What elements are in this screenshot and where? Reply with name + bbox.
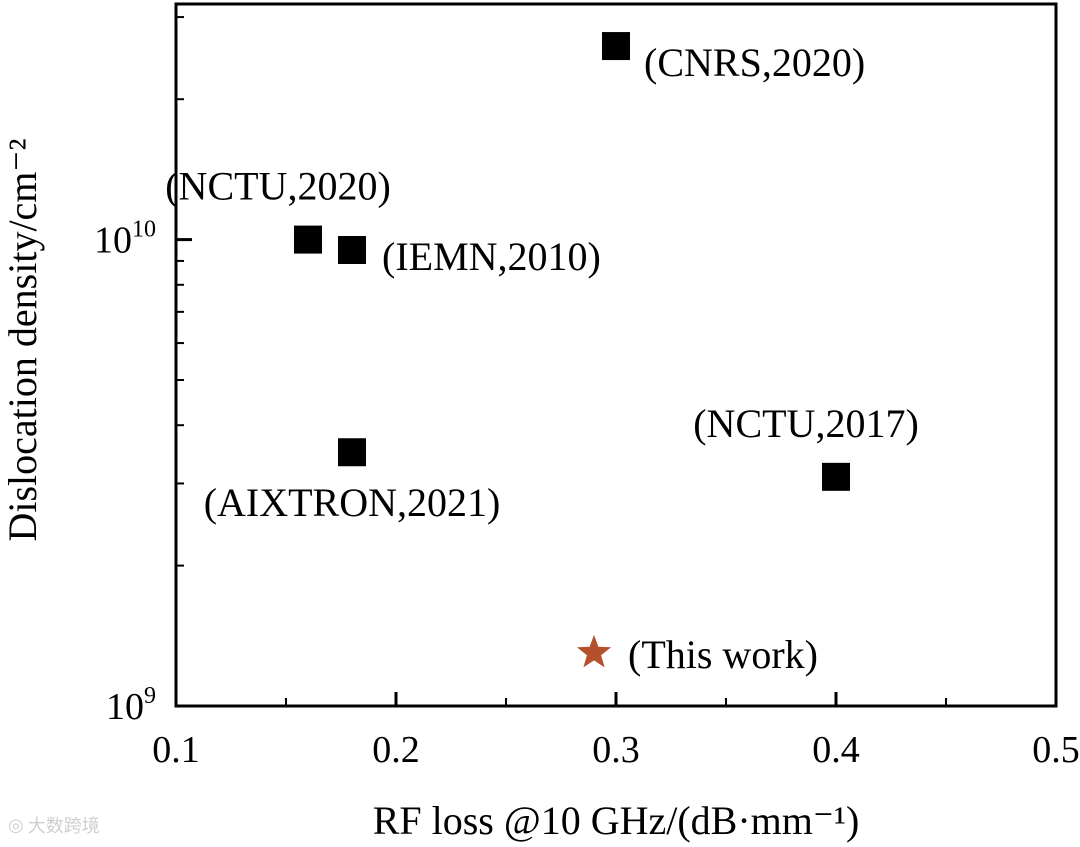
point-labels: (CNRS,2020) (NCTU,2020) (IEMN,2010) (AIXTRO… [165,40,919,677]
y-axis-title: Dislocation density/cm⁻² [0,138,45,541]
x-tick-label: 0.4 [812,729,860,771]
square-marker [338,438,366,467]
point-label: (NCTU,2017) [693,401,919,446]
point-label: (NCTU,2020) [165,164,391,209]
point-label: (AIXTRON,2021) [204,480,501,525]
data-marks [294,32,850,668]
square-marker [822,462,850,491]
star-marker [576,634,612,668]
point-label: (IEMN,2010) [382,234,601,279]
plot-frame [174,2,1058,708]
point-label: (CNRS,2020) [644,40,865,85]
square-marker [338,235,366,264]
x-tick-label: 0.3 [592,729,640,771]
y-tick-label: 1010 [94,217,156,262]
y-tick-label: 109 [106,683,156,728]
axis-tick-labels: 0.1 0.2 0.3 0.4 0.5 109 1010 [94,217,1080,771]
watermark-logo-icon: ◎ [8,814,24,836]
point-label: (This work) [628,632,818,677]
watermark: ◎ 大数跨境 [8,812,100,838]
x-axis-title: RF loss @10 GHz/(dB·mm⁻¹) [373,798,860,843]
watermark-text: 大数跨境 [27,816,100,837]
square-marker [294,225,322,254]
x-tick-label: 0.2 [372,729,420,771]
x-tick-label: 0.5 [1032,729,1080,771]
square-marker [602,32,630,61]
axis-ticks [174,16,1058,708]
x-tick-label: 0.1 [152,729,200,771]
